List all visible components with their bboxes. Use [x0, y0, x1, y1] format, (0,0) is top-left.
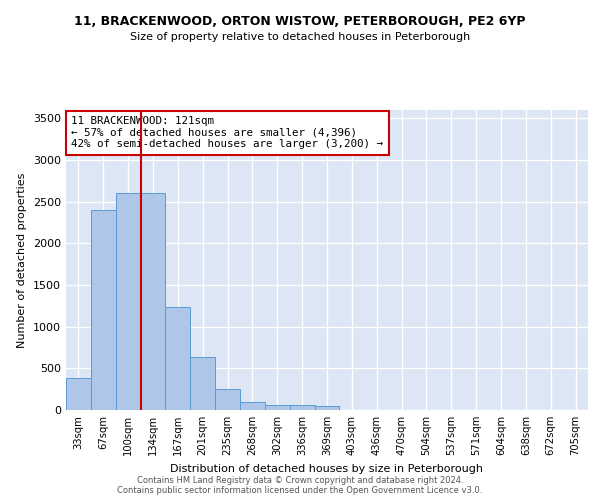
- Text: Size of property relative to detached houses in Peterborough: Size of property relative to detached ho…: [130, 32, 470, 42]
- Bar: [190, 356, 215, 410]
- Text: 11 BRACKENWOOD: 121sqm
← 57% of detached houses are smaller (4,396)
42% of semi-: 11 BRACKENWOOD: 121sqm ← 57% of detached…: [71, 116, 383, 149]
- Bar: [215, 389, 240, 410]
- Bar: [265, 406, 290, 410]
- X-axis label: Distribution of detached houses by size in Peterborough: Distribution of detached houses by size …: [170, 464, 484, 473]
- Bar: [314, 406, 340, 410]
- Bar: [140, 192, 166, 410]
- Bar: [66, 378, 91, 410]
- Text: Contains HM Land Registry data © Crown copyright and database right 2024.
Contai: Contains HM Land Registry data © Crown c…: [118, 476, 482, 495]
- Text: 11, BRACKENWOOD, ORTON WISTOW, PETERBOROUGH, PE2 6YP: 11, BRACKENWOOD, ORTON WISTOW, PETERBORO…: [74, 15, 526, 28]
- Bar: [116, 192, 140, 410]
- Bar: [290, 406, 314, 410]
- Bar: [240, 402, 265, 410]
- Bar: [166, 306, 190, 410]
- Bar: [91, 210, 116, 410]
- Y-axis label: Number of detached properties: Number of detached properties: [17, 172, 28, 348]
